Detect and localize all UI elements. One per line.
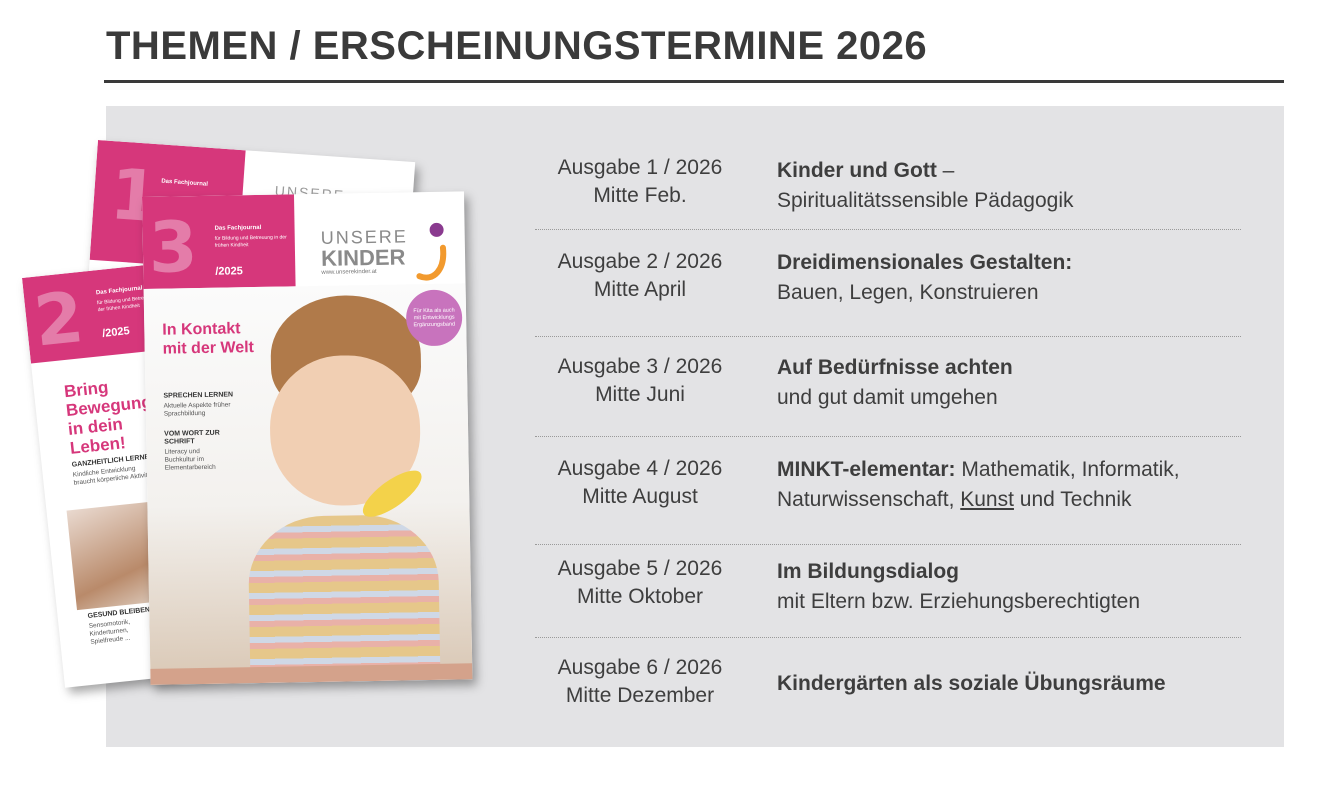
brand-url: www.unserekinder.at xyxy=(321,268,377,276)
issue-date-cell: Ausgabe 3 / 2026 Mitte Juni xyxy=(535,353,745,409)
issue-date-cell: Ausgabe 4 / 2026 Mitte August xyxy=(535,455,745,511)
topic-bold: Im Bildungsdialog xyxy=(777,560,959,583)
issue-label: Ausgabe 4 / 2026 xyxy=(557,457,723,480)
issue-date-cell: Ausgabe 1 / 2026 Mitte Feb. xyxy=(535,154,745,210)
schedule-row: Ausgabe 2 / 2026 Mitte April Dreidimensi… xyxy=(535,230,1241,337)
issue-topic-cell: Im Bildungsdialog mit Eltern bzw. Erzieh… xyxy=(777,557,1247,617)
issue-release: Mitte Dezember xyxy=(565,684,715,707)
issue-release: Mitte August xyxy=(582,485,698,508)
issue-label: Ausgabe 2 / 2026 xyxy=(557,250,723,273)
schedule-row: Ausgabe 3 / 2026 Mitte Juni Auf Bedürfni… xyxy=(535,337,1241,437)
cover-3-year: /2025 xyxy=(215,265,243,278)
issue-topic-cell: MINKT-elementar: Mathematik, Informatik,… xyxy=(777,455,1247,515)
topic-rest: – xyxy=(936,159,955,182)
issue-date-cell: Ausgabe 5 / 2026 Mitte Oktober xyxy=(535,555,745,611)
topic-bold: Dreidimensionales Gestalten: xyxy=(777,251,1073,274)
topic-rest: Mathematik, Informatik, xyxy=(955,458,1180,481)
topic-line2: Spiritualitätssensible Pädagogik xyxy=(777,189,1074,212)
issue-date-cell: Ausgabe 2 / 2026 Mitte April xyxy=(535,248,745,304)
issue-date-cell: Ausgabe 6 / 2026 Mitte Dezember xyxy=(535,654,745,710)
topic-underlined-word: Kunst xyxy=(960,488,1014,511)
topic-line2b: und Technik xyxy=(1013,488,1132,511)
brand-mark-icon xyxy=(416,222,447,281)
issue-topic-cell: Kinder und Gott – Spiritualitätssensible… xyxy=(777,156,1247,216)
topic-line2: Bauen, Legen, Konstruieren xyxy=(777,281,1039,304)
schedule-list: Ausgabe 1 / 2026 Mitte Feb. Kinder und G… xyxy=(535,138,1241,738)
schedule-row: Ausgabe 1 / 2026 Mitte Feb. Kinder und G… xyxy=(535,138,1241,230)
page-title: THEMEN / ERSCHEINUNGSTERMINE 2026 xyxy=(106,24,928,68)
schedule-row: Ausgabe 5 / 2026 Mitte Oktober Im Bildun… xyxy=(535,545,1241,638)
topic-bold: MINKT-elementar: xyxy=(777,458,956,481)
schedule-row: Ausgabe 6 / 2026 Mitte Dezember Kindergä… xyxy=(535,638,1241,738)
issue-topic-cell: Kindergärten als soziale Übungsräume xyxy=(777,669,1247,699)
issue-label: Ausgabe 5 / 2026 xyxy=(557,557,723,580)
issue-topic-cell: Auf Bedürfnisse achten und gut damit umg… xyxy=(777,353,1247,413)
issue-release: Mitte April xyxy=(593,278,687,301)
issue-topic-cell: Dreidimensionales Gestalten: Bauen, Lege… xyxy=(777,248,1247,308)
cover-3-badge-text: Für Kita als auch mit Entwicklungs Ergän… xyxy=(413,307,456,328)
issue-release: Mitte Feb. xyxy=(593,184,687,207)
topic-line2: mit Eltern bzw. Erziehungsberechtigten xyxy=(777,590,1141,613)
topic-line2: und gut damit umgehen xyxy=(777,386,998,409)
unsere-kinder-logo-icon: UNSERE KINDER www.unserekinder.at xyxy=(318,219,459,291)
issue-release: Mitte Oktober xyxy=(576,585,704,608)
issue-label: Ausgabe 1 / 2026 xyxy=(557,156,723,179)
issue-release: Mitte Juni xyxy=(595,383,685,406)
cover-3-section1-text: Aktuelle Aspekte früher Sprachbildung xyxy=(163,401,231,418)
cover-3-headline: In Kontakt mit der Welt xyxy=(162,320,255,358)
cover-3-section2-title: VOM WORT ZUR SCHRIFT xyxy=(164,429,220,446)
title-rule xyxy=(104,80,1284,83)
cover-3-journal: Das Fachjournal xyxy=(214,224,262,232)
cover-3-journal-sub: für Bildung und Betreuung in der frühen … xyxy=(214,234,287,249)
topic-line2a: Naturwissenschaft, xyxy=(777,488,961,511)
issue-label: Ausgabe 6 / 2026 xyxy=(557,656,723,679)
brand-line-2: KINDER xyxy=(320,244,406,271)
topic-bold: Auf Bedürfnisse achten xyxy=(777,356,1013,379)
schedule-row: Ausgabe 4 / 2026 Mitte August MINKT-elem… xyxy=(535,437,1241,545)
cover-3-section2-text: Literacy und Buchkultur im Elementarbere… xyxy=(164,448,216,472)
cover-3-number: 3 xyxy=(148,206,199,289)
topic-bold: Kindergärten als soziale Übungsräume xyxy=(777,672,1166,695)
topic-bold: Kinder und Gott xyxy=(777,159,937,182)
issue-label: Ausgabe 3 / 2026 xyxy=(557,355,723,378)
cover-issue-3: 3 Das Fachjournal für Bildung und Betreu… xyxy=(142,191,473,685)
cover-2-number: 2 xyxy=(30,276,88,363)
